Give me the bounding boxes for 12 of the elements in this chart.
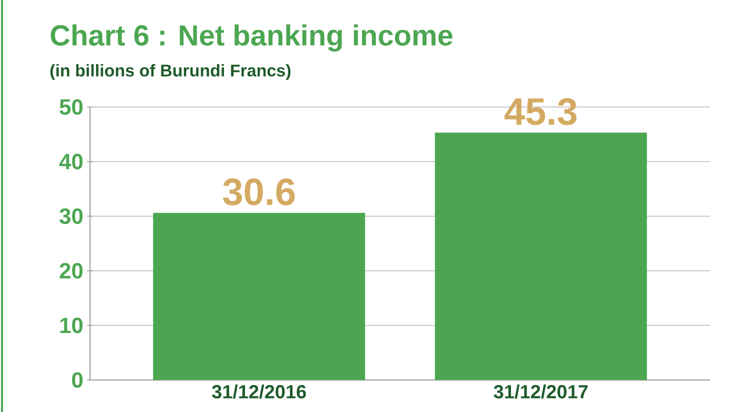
y-tick-label: 0 (72, 372, 83, 388)
x-tick-label: 31/12/2017 (494, 384, 588, 399)
y-tick-label: 40 (59, 154, 83, 170)
chart-subtitle: (in billions of Burundi Francs) (50, 64, 290, 80)
y-tick-label: 10 (60, 318, 83, 334)
data-label: 45.3 (504, 98, 577, 126)
chart-title: Chart 6 : Net banking income (50, 24, 452, 52)
y-tick-label: 20 (60, 262, 83, 279)
data-label: 30.6 (222, 178, 295, 206)
y-tick-label: 30 (60, 208, 83, 224)
y-tick-label: 50 (60, 99, 83, 115)
x-tick-label: 31/12/2016 (212, 384, 306, 399)
